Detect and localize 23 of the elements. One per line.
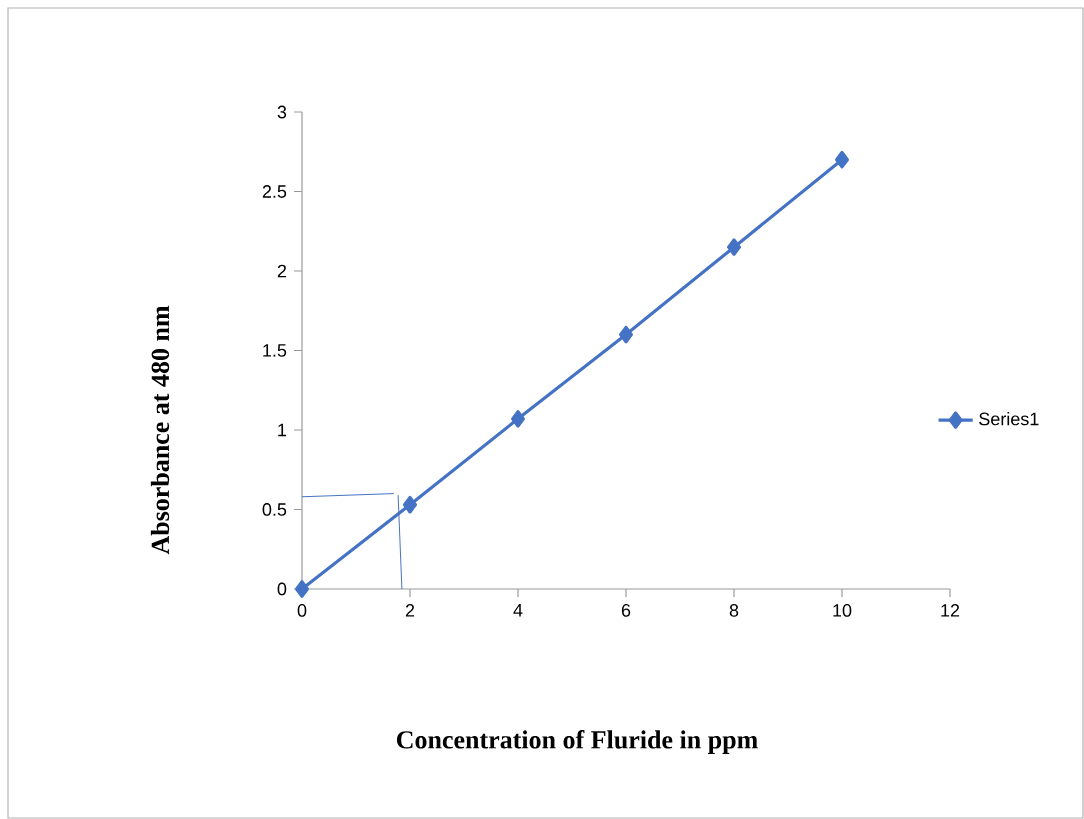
y-tick-label: 0 bbox=[277, 582, 287, 596]
x-axis-title: Concentration of Fluride in ppm bbox=[396, 730, 758, 754]
y-tick-label: 2.5 bbox=[262, 185, 287, 198]
x-tick-label: 4 bbox=[513, 604, 523, 617]
point bbox=[835, 150, 849, 169]
x-tick-label: 6 bbox=[621, 604, 631, 617]
point bbox=[403, 495, 417, 514]
y-tick-label: 3 bbox=[277, 105, 287, 119]
point bbox=[619, 325, 633, 344]
y-tick-label: 0.5 bbox=[262, 503, 287, 516]
y-axis-title: Absorbance at 480 nm bbox=[150, 305, 170, 555]
y-tick-label: 1 bbox=[278, 423, 287, 437]
legend-label: Series1 bbox=[979, 412, 1039, 426]
y-tick-label: 1.5 bbox=[263, 344, 287, 357]
x-tick-label: 8 bbox=[729, 604, 739, 617]
point bbox=[295, 580, 310, 598]
x-tick-label: 0 bbox=[297, 604, 307, 617]
x-tick-label: 12 bbox=[941, 604, 960, 617]
x-tick-label: 10 bbox=[833, 604, 852, 617]
point bbox=[511, 410, 525, 428]
point bbox=[727, 238, 741, 256]
y-tick-label: 2 bbox=[277, 264, 287, 278]
x-tick-label: 2 bbox=[405, 604, 415, 617]
